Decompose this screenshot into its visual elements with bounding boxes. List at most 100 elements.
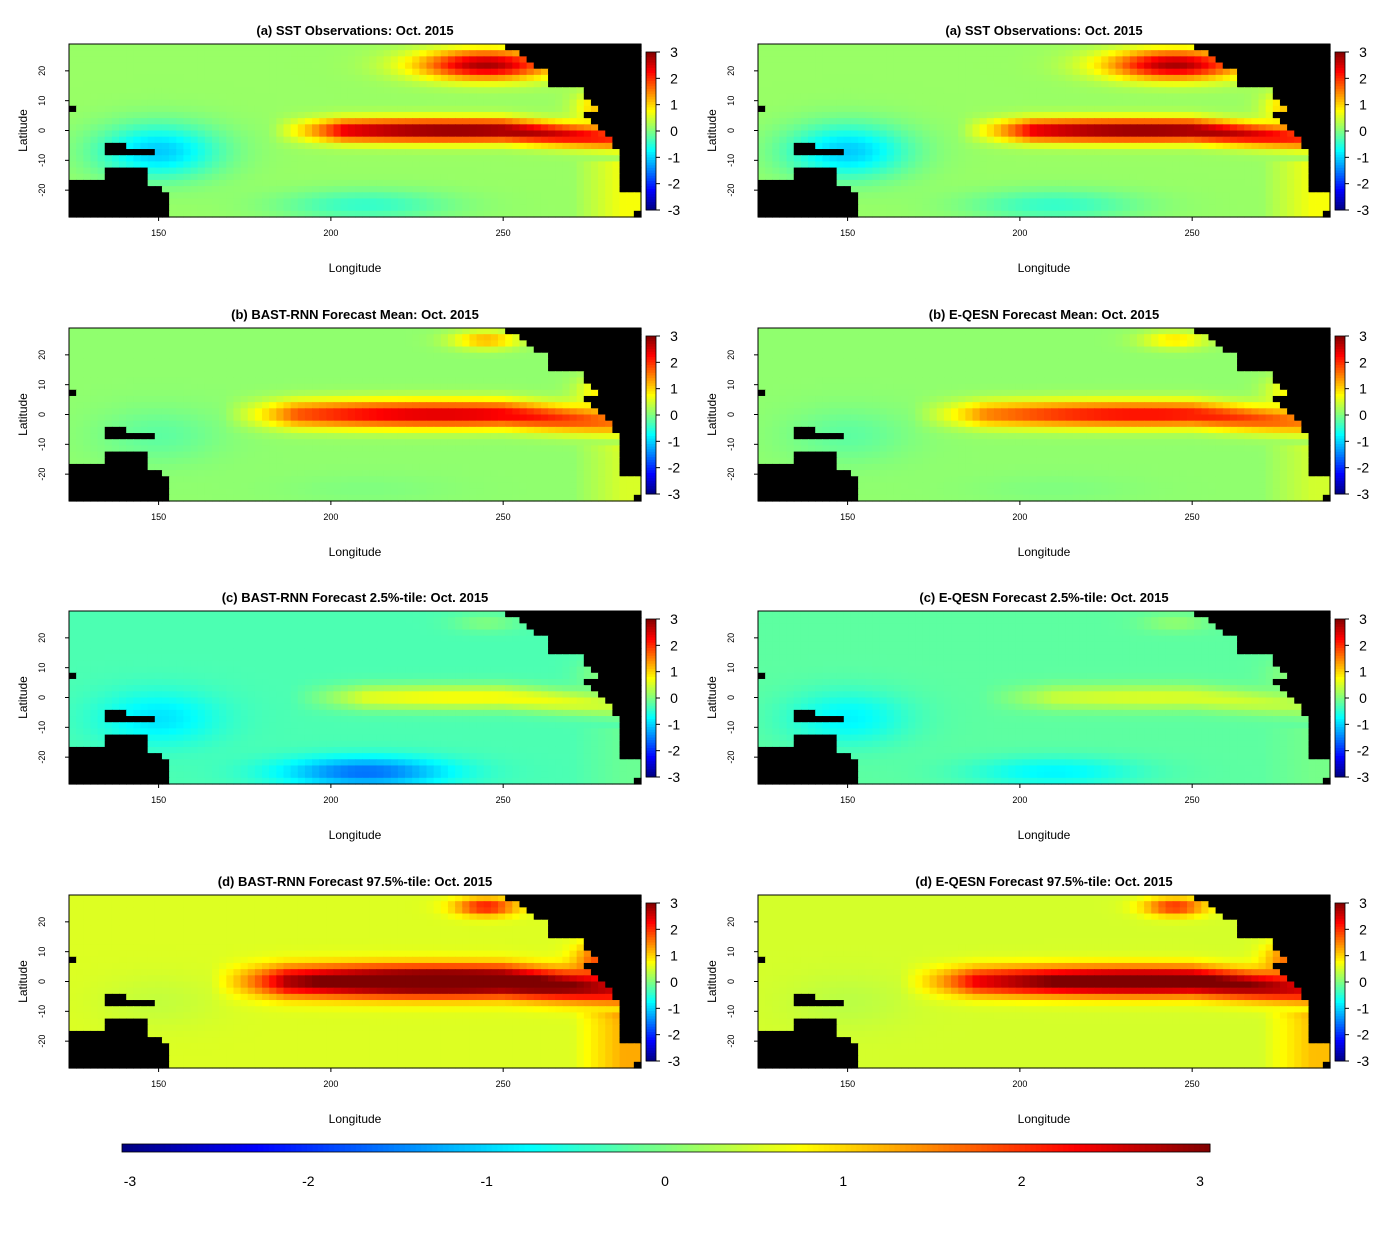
heatmap-cell	[548, 50, 556, 57]
heatmap-cell	[1144, 93, 1152, 101]
heatmap-cell	[1072, 161, 1081, 169]
heatmap-cell	[126, 179, 134, 187]
heatmap-cell	[312, 136, 320, 144]
heatmap-cell	[1065, 161, 1074, 169]
heatmap-cell	[1108, 136, 1117, 144]
heatmap-cell	[908, 155, 916, 162]
heatmap-cell	[1129, 81, 1138, 88]
heatmap-cell	[319, 56, 327, 64]
heatmap-cell	[772, 93, 781, 101]
heatmap-cell	[836, 118, 845, 125]
heatmap-cell	[440, 328, 449, 335]
heatmap-cell	[1215, 87, 1224, 95]
heatmap-cell	[605, 99, 613, 107]
heatmap-cell	[254, 118, 263, 125]
heatmap-cell	[605, 179, 613, 187]
heatmap-cell	[1044, 130, 1052, 138]
heatmap-cell	[276, 149, 285, 156]
heatmap-cell	[626, 74, 635, 82]
heatmap-cell	[326, 99, 335, 107]
heatmap-cell	[355, 87, 363, 95]
heatmap-cell	[879, 198, 888, 206]
heatmap-cell	[800, 136, 809, 144]
heatmap-cell	[576, 198, 585, 206]
heatmap-cell	[1222, 44, 1231, 51]
heatmap-cell	[619, 118, 628, 125]
heatmap-cell	[533, 68, 542, 76]
heatmap-cell	[1179, 186, 1188, 193]
heatmap-cell	[1094, 198, 1102, 206]
heatmap-cell	[951, 192, 959, 200]
heatmap-cells	[69, 44, 642, 218]
colorbar-step	[646, 57, 656, 61]
heatmap-cell	[943, 105, 952, 113]
heatmap-cell	[1015, 179, 1024, 187]
heatmap-cell	[347, 142, 356, 150]
heatmap-cell	[1287, 99, 1295, 107]
heatmap-cell	[519, 99, 528, 107]
heatmap-cell	[605, 56, 613, 64]
heatmap-cell	[1079, 167, 1088, 175]
heatmap-cell	[190, 186, 199, 193]
heatmap-cell	[526, 340, 535, 348]
heatmap-cell	[397, 149, 406, 156]
heatmap-cell	[1187, 74, 1195, 82]
heatmap-cell	[226, 346, 235, 354]
heatmap-cell	[197, 74, 206, 82]
heatmap-cell	[765, 192, 773, 200]
heatmap-cell	[190, 340, 199, 348]
heatmap-cell	[951, 204, 959, 212]
heatmap-cell	[972, 56, 981, 64]
heatmap-cell	[104, 81, 113, 88]
heatmap-cell	[576, 328, 585, 335]
heatmap-cell	[951, 161, 959, 169]
heatmap-cell	[922, 173, 931, 181]
heatmap-cell	[412, 68, 420, 76]
heatmap-cell	[297, 328, 306, 335]
heatmap-cell	[765, 130, 773, 138]
heatmap-cell	[312, 105, 320, 113]
heatmap-cell	[533, 87, 542, 95]
heatmap-cell	[126, 87, 134, 95]
heatmap-cell	[1058, 44, 1067, 51]
heatmap-cell	[1001, 68, 1009, 76]
heatmap-cell	[69, 124, 77, 132]
heatmap-cell	[972, 111, 981, 119]
heatmap-cell	[1086, 50, 1095, 57]
heatmap-cell	[276, 93, 285, 101]
heatmap-cell	[533, 130, 542, 138]
colorbar-step	[646, 167, 656, 171]
heatmap-cell	[1315, 74, 1324, 82]
heatmap-cell	[126, 111, 134, 119]
heatmap-cell	[498, 198, 506, 206]
heatmap-cell	[583, 124, 592, 132]
heatmap-cell	[626, 124, 635, 132]
heatmap-cell	[1122, 210, 1131, 218]
heatmap-cell	[886, 173, 895, 181]
heatmap-cell	[476, 334, 485, 341]
heatmap-cell	[1279, 99, 1288, 107]
heatmap-cell	[147, 81, 156, 88]
heatmap-cell	[936, 192, 945, 200]
heatmap-cell	[426, 124, 435, 132]
heatmap-cell	[297, 173, 306, 181]
heatmap-cell	[254, 105, 263, 113]
heatmap-cell	[901, 118, 909, 125]
heatmap-cell	[779, 142, 788, 150]
heatmap-cell	[455, 161, 463, 169]
heatmap-cell	[183, 179, 192, 187]
heatmap-cell	[1201, 124, 1210, 132]
heatmap-cell	[412, 192, 420, 200]
heatmap-cell	[758, 81, 766, 88]
heatmap-cell	[297, 210, 306, 218]
heatmap-cell	[765, 56, 773, 64]
heatmap-cell	[1187, 105, 1195, 113]
heatmap-cell	[605, 334, 613, 341]
heatmap-cell	[97, 346, 106, 354]
heatmap-cell	[1215, 93, 1224, 101]
heatmap-cell	[1287, 173, 1295, 181]
heatmap-cell	[915, 87, 924, 95]
heatmap-cell	[1136, 136, 1145, 144]
heatmap-cell	[1058, 167, 1067, 175]
heatmap-cell	[808, 74, 816, 82]
